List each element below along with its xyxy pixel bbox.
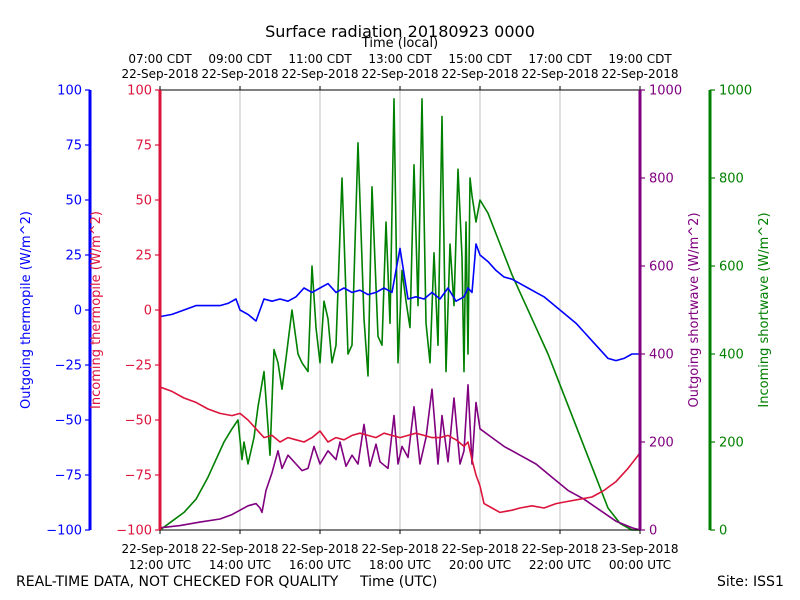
y-tick-label-in_thermo-2: −50 <box>125 414 152 429</box>
y-tick-label-in_thermo-5: 25 <box>135 249 152 264</box>
y-tick-label-out_sw-5: 1000 <box>649 84 682 99</box>
site-label: Site: ISS1 <box>717 574 784 590</box>
y-tick-label-out_sw-1: 200 <box>649 436 674 451</box>
x-tick-date-top-6: 22-Sep-2018 <box>601 67 678 81</box>
x-tick-date-top-2: 22-Sep-2018 <box>281 67 358 81</box>
x-tick-time-top-5: 17:00 CDT <box>528 52 592 66</box>
x-tick-time-top-1: 09:00 CDT <box>208 52 272 66</box>
y-tick-label-in_sw-0: 0 <box>719 524 727 539</box>
y-tick-label-in_sw-2: 400 <box>719 348 744 363</box>
x-tick-time-bottom-3: 18:00 UTC <box>369 558 431 572</box>
y-tick-label-out_thermo-7: 75 <box>65 139 82 154</box>
y-tick-label-in_sw-1: 200 <box>719 436 744 451</box>
y-tick-label-out_sw-0: 0 <box>649 524 657 539</box>
x-tick-date-top-1: 22-Sep-2018 <box>201 67 278 81</box>
series-line-incoming-shortwave <box>159 98 640 531</box>
x-tick-date-top-3: 22-Sep-2018 <box>361 67 438 81</box>
footer-time-label: Time (UTC) <box>360 574 438 590</box>
y-tick-label-out_thermo-6: 50 <box>65 194 82 209</box>
x-tick-date-top-0: 22-Sep-2018 <box>121 67 198 81</box>
quality-disclaimer: REAL-TIME DATA, NOT CHECKED FOR QUALITY <box>16 574 339 590</box>
y-tick-label-out_thermo-4: 0 <box>74 304 82 319</box>
y-tick-label-out_thermo-2: −50 <box>55 414 82 429</box>
y-tick-label-out_sw-3: 600 <box>649 260 674 275</box>
x-tick-time-bottom-4: 20:00 UTC <box>449 558 511 572</box>
series-line-outgoing-shortwave <box>159 383 641 531</box>
x-tick-date-bottom-2: 22-Sep-2018 <box>281 542 358 556</box>
x-tick-time-bottom-5: 22:00 UTC <box>529 558 591 572</box>
x-tick-date-bottom-5: 22-Sep-2018 <box>521 542 598 556</box>
x-tick-date-bottom-4: 22-Sep-2018 <box>441 542 518 556</box>
x-tick-time-bottom-2: 16:00 UTC <box>289 558 351 572</box>
y-tick-label-in_thermo-0: −100 <box>116 524 152 539</box>
y-axis-label-in_sw: Incoming shortwave (W/m^2) <box>757 212 772 407</box>
y-tick-label-out_thermo-0: −100 <box>46 524 82 539</box>
x-tick-date-top-4: 22-Sep-2018 <box>441 67 518 81</box>
y-axis-label-in_thermo: Incoming thermopile (W/m^2) <box>89 211 104 409</box>
y-tick-label-in_thermo-4: 0 <box>144 304 152 319</box>
y-tick-label-in_thermo-6: 50 <box>135 194 152 209</box>
x-tick-time-top-0: 07:00 CDT <box>128 52 192 66</box>
y-tick-label-out_thermo-3: −25 <box>55 359 82 374</box>
x-tick-date-bottom-3: 22-Sep-2018 <box>361 542 438 556</box>
y-tick-label-out_sw-4: 800 <box>649 172 674 187</box>
y-tick-label-in_thermo-8: 100 <box>127 84 152 99</box>
series-line-outgoing-thermopile <box>159 243 640 362</box>
y-tick-label-in_sw-4: 800 <box>719 172 744 187</box>
y-axis-label-out_sw: Outgoing shortwave (W/m^2) <box>687 212 702 407</box>
y-tick-label-in_sw-3: 600 <box>719 260 744 275</box>
series-line-incoming-thermopile <box>159 386 641 514</box>
x-tick-time-bottom-1: 14:00 UTC <box>209 558 271 572</box>
x-tick-time-top-6: 19:00 CDT <box>608 52 672 66</box>
y-tick-label-in_sw-5: 1000 <box>719 84 752 99</box>
y-tick-label-out_thermo-8: 100 <box>57 84 82 99</box>
x-tick-time-top-4: 15:00 CDT <box>448 52 512 66</box>
x-tick-time-top-2: 11:00 CDT <box>288 52 352 66</box>
x-tick-time-bottom-6: 00:00 UTC <box>609 558 671 572</box>
x-axis-label-top: Time (local) <box>361 36 438 51</box>
y-tick-label-in_thermo-1: −75 <box>125 469 152 484</box>
y-tick-label-out_thermo-1: −75 <box>55 469 82 484</box>
y-tick-label-out_thermo-5: 25 <box>65 249 82 264</box>
x-tick-date-bottom-1: 22-Sep-2018 <box>201 542 278 556</box>
x-tick-date-bottom-0: 22-Sep-2018 <box>121 542 198 556</box>
x-tick-time-bottom-0: 12:00 UTC <box>129 558 191 572</box>
y-tick-label-in_thermo-7: 75 <box>135 139 152 154</box>
x-tick-date-bottom-6: 23-Sep-2018 <box>601 542 678 556</box>
chart-title: Surface radiation 20180923 0000 <box>265 22 535 41</box>
y-tick-label-in_thermo-3: −25 <box>125 359 152 374</box>
x-tick-date-top-5: 22-Sep-2018 <box>521 67 598 81</box>
y-axis-label-out_thermo: Outgoing thermopile (W/m^2) <box>19 211 34 409</box>
y-tick-label-out_sw-2: 400 <box>649 348 674 363</box>
x-tick-time-top-3: 13:00 CDT <box>368 52 432 66</box>
